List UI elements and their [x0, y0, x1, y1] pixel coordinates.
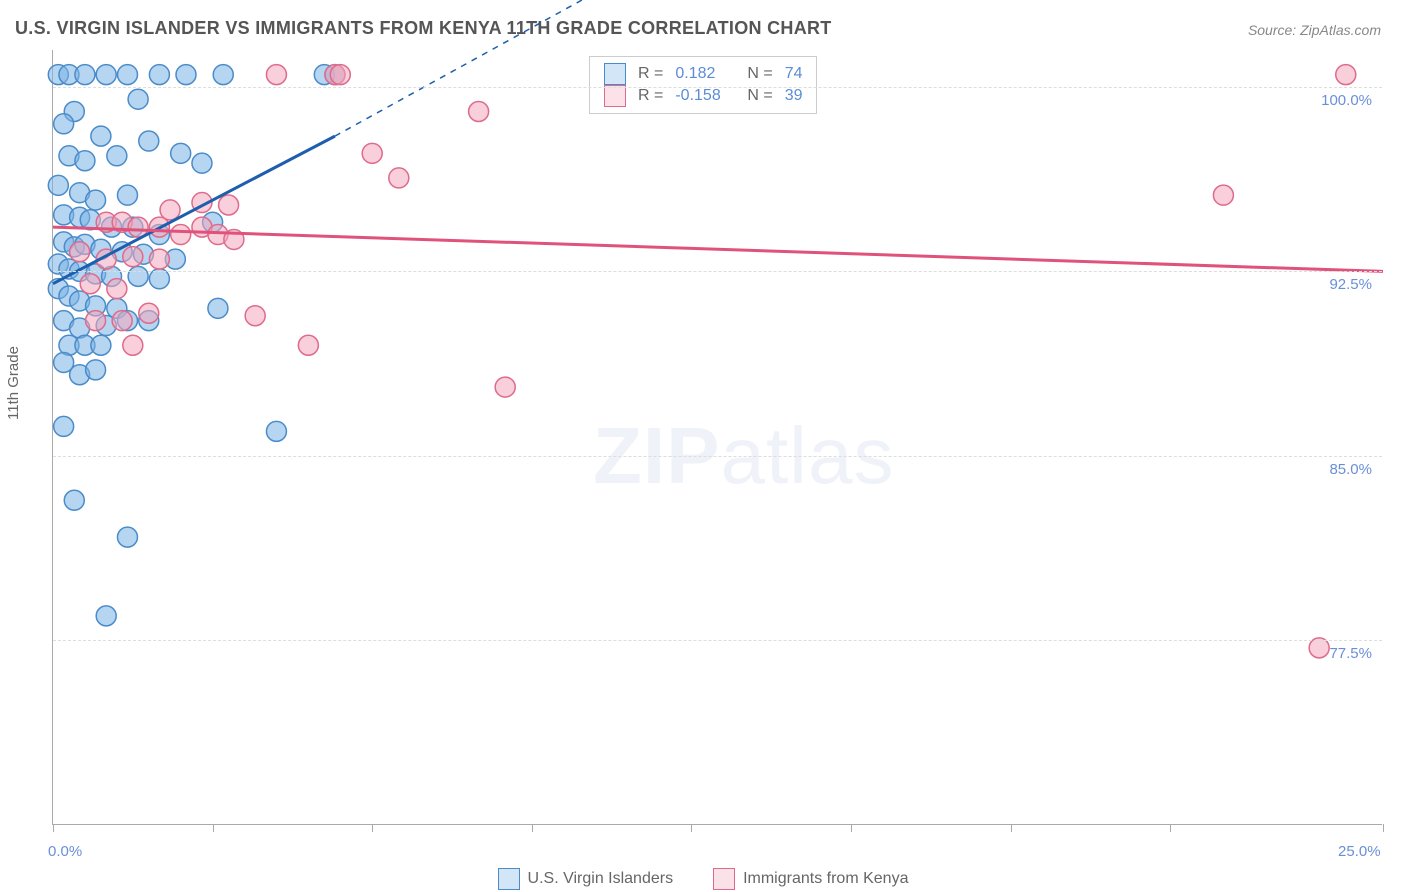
scatter-point	[192, 153, 212, 173]
scatter-point	[107, 146, 127, 166]
source-link[interactable]: ZipAtlas.com	[1300, 22, 1381, 38]
scatter-point	[213, 65, 233, 85]
n-value: 74	[785, 65, 803, 83]
ytick-label: 100.0%	[1321, 92, 1372, 109]
y-axis-label: 11th Grade	[5, 346, 22, 420]
scatter-point	[1213, 185, 1233, 205]
legend-bottom: U.S. Virgin Islanders Immigrants from Ken…	[0, 868, 1406, 890]
gridline	[53, 87, 1382, 88]
scatter-point	[75, 151, 95, 171]
source-prefix: Source:	[1248, 22, 1300, 38]
scatter-point	[86, 360, 106, 380]
n-value: 39	[785, 87, 803, 105]
scatter-point	[91, 126, 111, 146]
legend-swatch	[498, 868, 520, 890]
n-label: N =	[747, 65, 772, 83]
scatter-point	[208, 298, 228, 318]
xtick-label: 0.0%	[48, 843, 82, 860]
scatter-point	[117, 65, 137, 85]
n-label: N =	[747, 87, 772, 105]
scatter-svg	[53, 50, 1382, 824]
scatter-point	[75, 65, 95, 85]
scatter-point	[91, 335, 111, 355]
legend-swatch	[713, 868, 735, 890]
scatter-point	[117, 527, 137, 547]
scatter-point	[266, 65, 286, 85]
scatter-point	[70, 242, 90, 262]
stats-row: R = 0.182 N = 74	[604, 63, 802, 85]
scatter-point	[149, 249, 169, 269]
scatter-point	[495, 377, 515, 397]
xtick	[53, 824, 54, 832]
r-value: -0.158	[675, 87, 735, 105]
scatter-point	[298, 335, 318, 355]
scatter-point	[469, 102, 489, 122]
chart-title: U.S. VIRGIN ISLANDER VS IMMIGRANTS FROM …	[15, 18, 832, 39]
scatter-point	[54, 416, 74, 436]
chart-plot-area: ZIPatlas R = 0.182N = 74R = -0.158N = 39…	[52, 50, 1382, 825]
stats-legend-box: R = 0.182 N = 74 R = -0.158 N = 39	[589, 56, 817, 114]
legend-label: Immigrants from Kenya	[743, 870, 908, 888]
xtick	[1170, 824, 1171, 832]
series-swatch	[604, 85, 626, 107]
gridline	[53, 456, 1382, 457]
ytick-label: 92.5%	[1329, 276, 1372, 293]
scatter-point	[86, 190, 106, 210]
xtick	[691, 824, 692, 832]
r-value: 0.182	[675, 65, 735, 83]
scatter-point	[139, 131, 159, 151]
scatter-point	[64, 490, 84, 510]
xtick	[1011, 824, 1012, 832]
scatter-point	[96, 606, 116, 626]
scatter-point	[389, 168, 409, 188]
xtick-label: 25.0%	[1338, 843, 1381, 860]
scatter-point	[117, 185, 137, 205]
scatter-point	[128, 266, 148, 286]
stats-row: R = -0.158 N = 39	[604, 85, 802, 107]
xtick	[532, 824, 533, 832]
scatter-point	[128, 89, 148, 109]
xtick	[372, 824, 373, 832]
scatter-point	[149, 65, 169, 85]
legend-item: U.S. Virgin Islanders	[498, 868, 674, 890]
scatter-point	[171, 143, 191, 163]
ytick-label: 77.5%	[1329, 645, 1372, 662]
r-label: R =	[638, 87, 663, 105]
scatter-point	[330, 65, 350, 85]
xtick	[851, 824, 852, 832]
scatter-point	[219, 195, 239, 215]
scatter-point	[80, 274, 100, 294]
scatter-point	[266, 421, 286, 441]
xtick	[1383, 824, 1384, 832]
scatter-point	[160, 200, 180, 220]
scatter-point	[139, 303, 159, 323]
scatter-point	[171, 225, 191, 245]
scatter-point	[48, 175, 68, 195]
scatter-point	[107, 279, 127, 299]
scatter-point	[112, 311, 132, 331]
scatter-point	[123, 247, 143, 267]
scatter-point	[176, 65, 196, 85]
ytick-label: 85.0%	[1329, 461, 1372, 478]
gridline	[53, 640, 1382, 641]
legend-item: Immigrants from Kenya	[713, 868, 908, 890]
scatter-point	[54, 114, 74, 134]
series-swatch	[604, 63, 626, 85]
scatter-point	[123, 335, 143, 355]
r-label: R =	[638, 65, 663, 83]
scatter-point	[245, 306, 265, 326]
gridline	[53, 271, 1382, 272]
scatter-point	[362, 143, 382, 163]
xtick	[213, 824, 214, 832]
scatter-point	[96, 65, 116, 85]
legend-label: U.S. Virgin Islanders	[528, 870, 674, 888]
trend-line	[53, 227, 1383, 271]
scatter-point	[1336, 65, 1356, 85]
source-credit: Source: ZipAtlas.com	[1248, 22, 1381, 38]
scatter-point	[86, 311, 106, 331]
